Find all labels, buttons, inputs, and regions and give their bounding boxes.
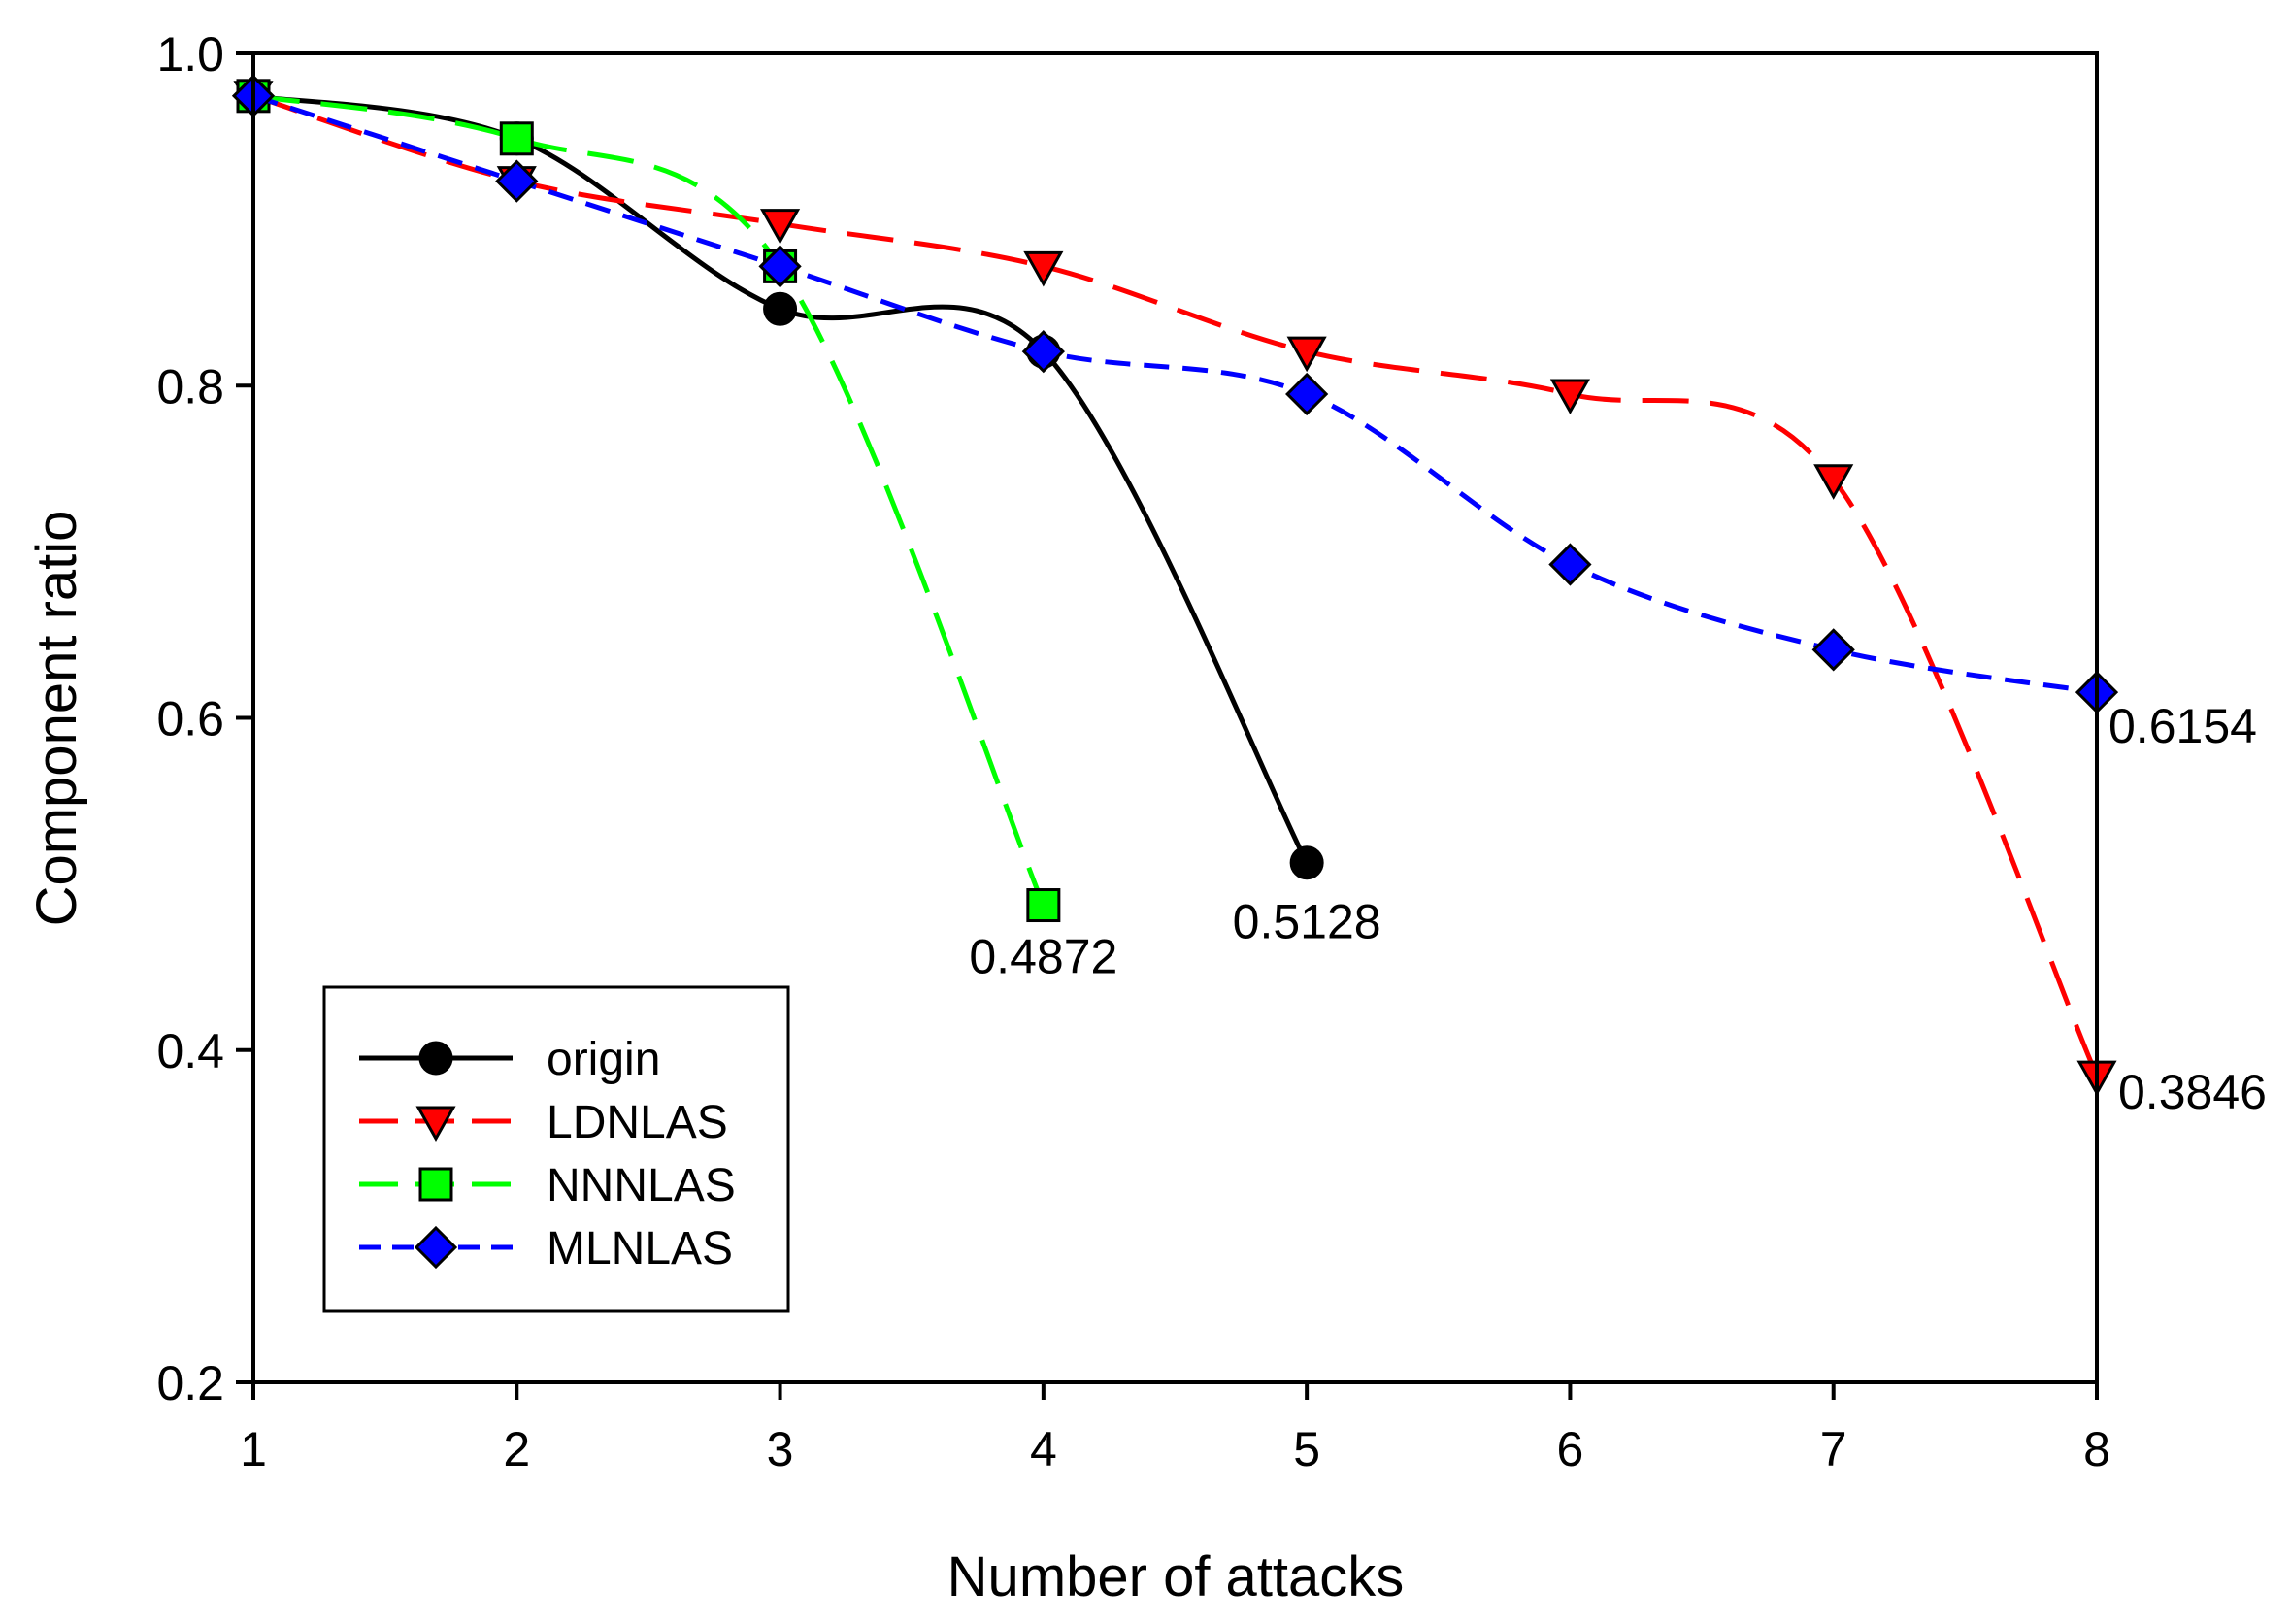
x-tick-label: 3 — [767, 1422, 794, 1476]
x-tick-label: 4 — [1030, 1422, 1057, 1476]
legend-item: origin — [359, 1034, 660, 1085]
x-tick-label: 7 — [1820, 1422, 1847, 1476]
series-line-origin — [252, 93, 1310, 864]
value-annotation: 0.3846 — [2118, 1065, 2267, 1119]
data-point-mlnlas — [1548, 543, 1592, 586]
data-point-ldnlas — [760, 209, 801, 245]
axes-layer: 1 2 3 4 5 6 7 8 0.2 0.4 0.6 0.8 1.0 — [156, 27, 2109, 1476]
y-tick-label: 0.2 — [156, 1356, 224, 1410]
legend-item: MLNLAS — [359, 1223, 733, 1275]
y-axis-title: Component ratio — [25, 511, 88, 927]
x-tick-label: 6 — [1557, 1422, 1584, 1476]
x-axis-title: Number of attacks — [947, 1545, 1405, 1608]
series-mlnlas — [231, 74, 2119, 714]
legend-label: NNNLAS — [547, 1160, 736, 1211]
y-tick-label: 0.6 — [156, 692, 224, 746]
legend-label: LDNLAS — [547, 1097, 728, 1148]
legend-label: MLNLAS — [547, 1223, 733, 1275]
legend-marker — [414, 1225, 458, 1270]
value-annotation: 0.6154 — [2108, 699, 2257, 753]
series-line-ldnlas — [252, 93, 2100, 1077]
x-tick-label: 2 — [503, 1422, 530, 1476]
data-point-origin — [1289, 845, 1324, 880]
y-tick-label: 0.4 — [156, 1024, 224, 1078]
x-tick-label: 5 — [1293, 1422, 1320, 1476]
data-point-mlnlas — [1021, 330, 1065, 374]
legend-marker — [418, 1041, 453, 1076]
data-point-nnnlas — [1026, 888, 1061, 923]
series-origin — [236, 79, 1324, 880]
y-tick-label: 0.8 — [156, 359, 224, 414]
data-point-mlnlas — [1285, 372, 1329, 416]
legend-marker — [415, 1106, 456, 1143]
x-tick-label: 1 — [240, 1422, 267, 1476]
series-line-mlnlas — [252, 93, 2098, 695]
series-ldnlas — [233, 81, 2117, 1097]
x-tick-label: 8 — [2083, 1422, 2110, 1476]
data-point-mlnlas — [495, 159, 539, 203]
legend-box — [322, 985, 790, 1313]
series-layer — [231, 74, 2119, 1097]
data-point-ldnlas — [1023, 250, 1064, 287]
legend: origin LDNLAS NNNLAS MLNLAS — [322, 985, 790, 1313]
data-point-ldnlas — [1549, 379, 1590, 415]
value-annotation: 0.4872 — [969, 930, 1117, 984]
data-point-ldnlas — [1813, 464, 1854, 500]
data-point-nnnlas — [499, 121, 534, 156]
legend-label: origin — [547, 1034, 660, 1085]
legend-marker — [418, 1167, 453, 1202]
data-point-origin — [763, 291, 798, 326]
series-line-nnnlas — [252, 93, 1046, 907]
legend-item: NNNLAS — [359, 1160, 736, 1211]
y-tick-label: 1.0 — [156, 27, 224, 82]
data-point-mlnlas — [758, 245, 802, 288]
value-annotation: 0.5128 — [1233, 895, 1381, 949]
annotation-layer: 0.4872 0.5128 0.6154 0.3846 — [969, 699, 2267, 1119]
legend-item: LDNLAS — [359, 1097, 728, 1148]
data-point-ldnlas — [1286, 336, 1327, 373]
data-point-mlnlas — [1811, 628, 1855, 672]
